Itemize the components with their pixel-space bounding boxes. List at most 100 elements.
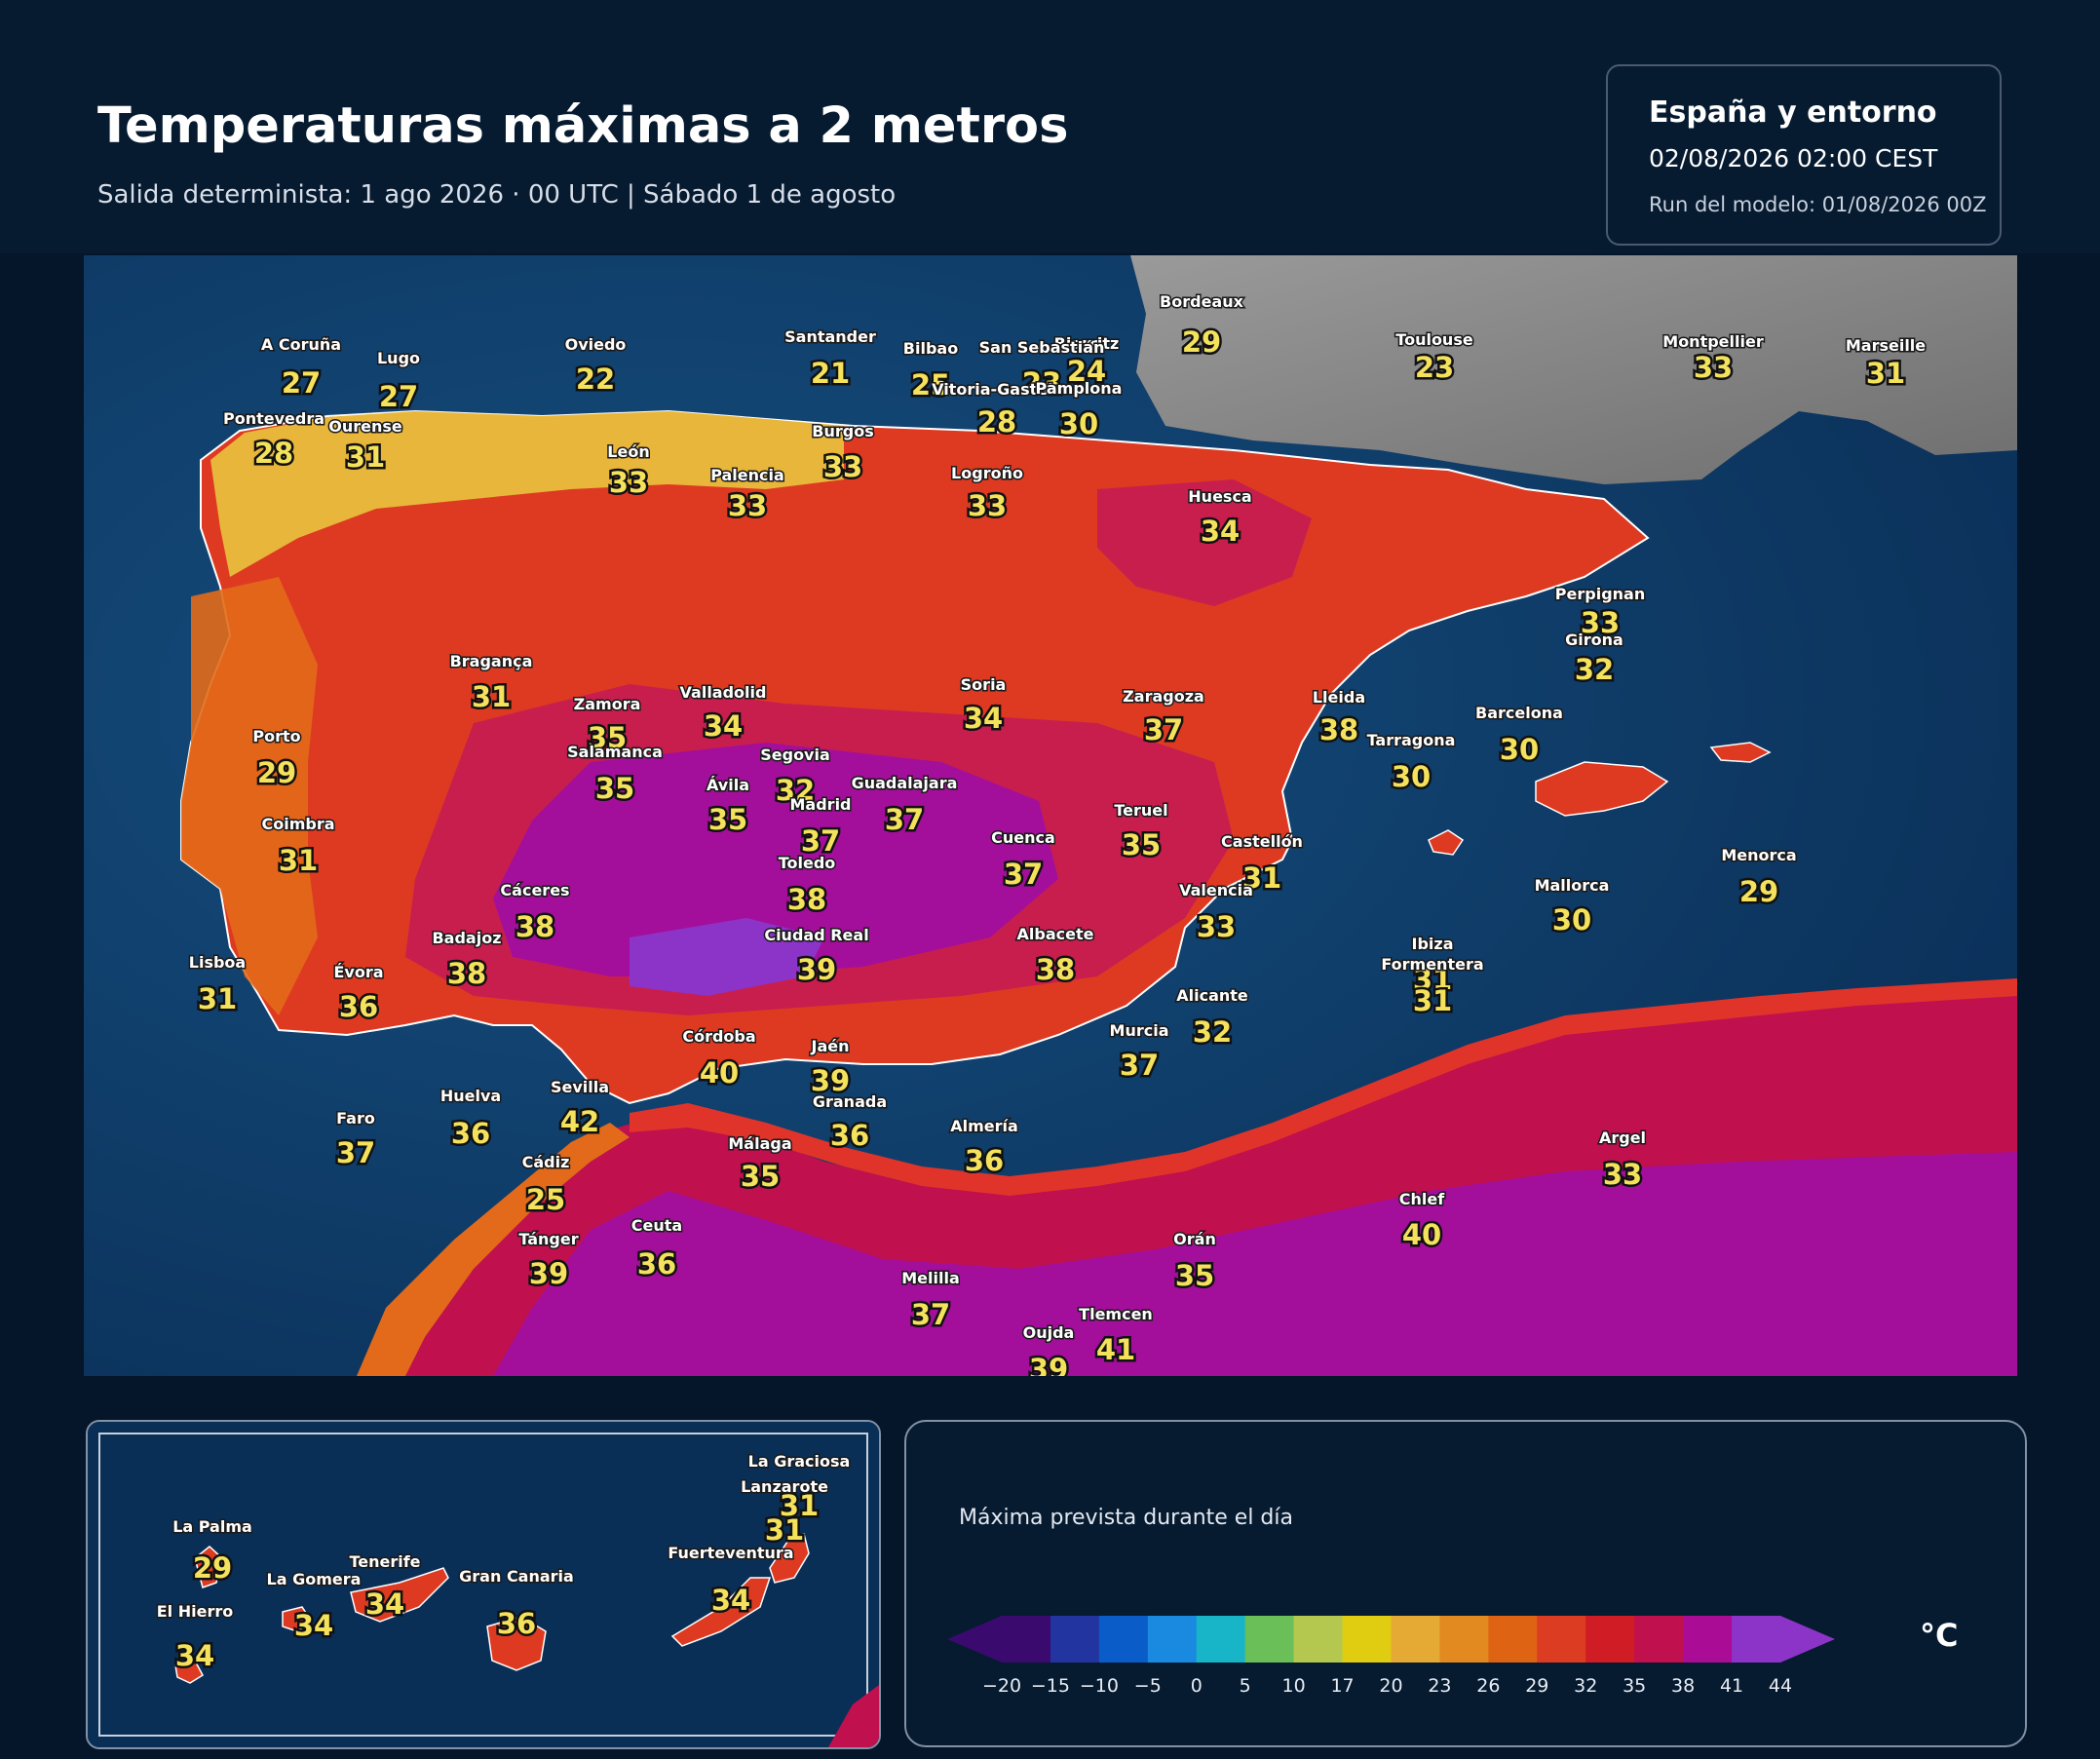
- island-la-gomera[interactable]: La Gomera 34: [265, 1569, 363, 1645]
- island-fuerteventura[interactable]: Fuerteventura 34: [667, 1543, 795, 1620]
- city-zaragoza[interactable]: Zaragoza 37: [1122, 686, 1206, 749]
- city-segovia[interactable]: Segovia 32: [759, 745, 832, 810]
- city-cadiz[interactable]: Cádiz 25: [520, 1152, 571, 1219]
- city-melilla[interactable]: Melilla 37: [900, 1268, 962, 1334]
- city-lleida[interactable]: Lleida 38: [1311, 687, 1366, 749]
- city-leon[interactable]: León 33: [606, 441, 651, 502]
- city-vitoria-gasteiz[interactable]: Vitoria-Gasteiz 28: [931, 379, 1064, 441]
- city-marseille[interactable]: Marseille 31: [1844, 335, 1927, 393]
- city-perpignan[interactable]: Perpignan 33: [1553, 584, 1646, 642]
- city-a-coruna[interactable]: A Coruña 27: [259, 334, 342, 402]
- city-tlemcen[interactable]: Tlemcen 41: [1078, 1304, 1155, 1369]
- island-name-label: La Graciosa: [748, 1452, 851, 1471]
- city-mallorca[interactable]: Mallorca 30: [1533, 875, 1611, 939]
- island-la-palma[interactable]: La Palma 29: [172, 1516, 254, 1587]
- africa-coast-band: [630, 978, 2017, 1196]
- city-argel[interactable]: Argel 33: [1597, 1128, 1647, 1194]
- city-santander[interactable]: Santander 21: [783, 326, 878, 393]
- city-ciudad-real[interactable]: Ciudad Real 39: [763, 925, 870, 989]
- city-cuenca[interactable]: Cuenca 37: [990, 827, 1057, 894]
- city-salamanca[interactable]: Salamanca 35: [566, 742, 665, 808]
- city-oviedo[interactable]: Oviedo 22: [563, 334, 628, 399]
- city-oujda[interactable]: Oujda 39: [1021, 1322, 1076, 1377]
- city-malaga[interactable]: Málaga 35: [727, 1133, 793, 1196]
- city-faro[interactable]: Faro 37: [333, 1108, 377, 1172]
- city-name-label: Pamplona: [1036, 379, 1123, 398]
- city-ceuta[interactable]: Ceuta 36: [630, 1215, 683, 1283]
- island-name-label: Fuerteventura: [668, 1544, 793, 1562]
- city-castellon[interactable]: Castellón 31: [1220, 831, 1305, 898]
- city-name-label: Huelva: [440, 1087, 501, 1105]
- city-guadalajara[interactable]: Guadalajara 37: [850, 773, 959, 839]
- city-braganca[interactable]: Bragança 31: [448, 651, 534, 716]
- city-logrono[interactable]: Logroño 33: [950, 463, 1025, 525]
- city-name-label: Tlemcen: [1079, 1305, 1153, 1323]
- canarias-inset[interactable]: La Graciosa 31 Lanzarote 31 La Palma 29 Fuerte…: [86, 1420, 881, 1749]
- island-la-graciosa[interactable]: La Graciosa 31: [746, 1451, 852, 1525]
- city-alicante[interactable]: Alicante 32: [1175, 985, 1250, 1052]
- city-granada[interactable]: Granada 36: [811, 1091, 888, 1155]
- city-temp-value: 42: [560, 1105, 599, 1138]
- city-zamora[interactable]: Zamora 35: [572, 694, 642, 757]
- island-gran-canaria[interactable]: Gran Canaria 36: [458, 1566, 576, 1643]
- city-girona[interactable]: Girona 32: [1564, 630, 1625, 689]
- city-palencia[interactable]: Palencia 33: [709, 465, 786, 525]
- city-lisboa[interactable]: Lisboa 31: [187, 952, 247, 1018]
- city-burgos[interactable]: Burgos 33: [811, 421, 875, 486]
- city-pamplona[interactable]: Pamplona 30: [1034, 378, 1124, 443]
- city-soria[interactable]: Soria 34: [959, 674, 1008, 738]
- city-coimbra[interactable]: Coimbra 31: [260, 814, 336, 880]
- city-caceres[interactable]: Cáceres 38: [499, 880, 571, 946]
- city-madrid[interactable]: Madrid 37: [788, 794, 853, 860]
- main-map[interactable]: Bordeaux 29 A Coruña 27 Lugo 27 Oviedo 22 Santan…: [84, 255, 2017, 1376]
- city-ourense[interactable]: Ourense 31: [327, 416, 404, 477]
- city-evora[interactable]: Évora 36: [332, 962, 385, 1026]
- city-name-label: Cáceres: [500, 881, 569, 899]
- city-toledo[interactable]: Toledo 38: [777, 853, 837, 919]
- city-bilbao[interactable]: Bilbao 25: [901, 338, 959, 404]
- city-ibiza[interactable]: Ibiza 31: [1410, 934, 1455, 999]
- island-el-hierro[interactable]: El Hierro 34: [155, 1601, 234, 1675]
- city-menorca[interactable]: Menorca 29: [1720, 845, 1798, 911]
- city-biarritz[interactable]: Biarritz 24: [1052, 333, 1121, 391]
- city-name-label: Pontevedra: [223, 409, 325, 428]
- city-huesca[interactable]: Huesca 34: [1187, 486, 1253, 551]
- city-albacete[interactable]: Albacete 38: [1015, 924, 1095, 989]
- city-almeria[interactable]: Almería 36: [949, 1116, 1020, 1180]
- city-toulouse[interactable]: Toulouse 23: [1394, 329, 1475, 387]
- city-porto[interactable]: Porto 29: [251, 726, 302, 792]
- city-tanger[interactable]: Tánger 39: [517, 1229, 580, 1293]
- city-name-label: Ibiza: [1412, 935, 1454, 953]
- city-jaen[interactable]: Jaén 39: [808, 1036, 852, 1100]
- city-name-label: Burgos: [812, 422, 873, 440]
- city-name-label: Alicante: [1176, 986, 1248, 1005]
- city-chlef[interactable]: Chlef 40: [1397, 1189, 1446, 1254]
- city-huelva[interactable]: Huelva 36: [439, 1086, 502, 1153]
- island-fuerteventura: [670, 1577, 772, 1647]
- city-valencia[interactable]: Valencia 33: [1178, 880, 1255, 946]
- city-bordeaux[interactable]: Bordeaux 29: [1159, 291, 1246, 362]
- island-gran-canaria: [486, 1616, 547, 1671]
- city-oran[interactable]: Orán 35: [1172, 1229, 1218, 1295]
- city-san-sebastian[interactable]: San Sebastián 23: [977, 337, 1106, 402]
- island-tenerife[interactable]: Tenerife 34: [348, 1551, 422, 1624]
- city-teruel[interactable]: Teruel 35: [1113, 800, 1169, 864]
- city-temp-value: 38: [447, 957, 486, 990]
- city-lugo[interactable]: Lugo 27: [375, 348, 421, 416]
- city-temp-value: 31: [1413, 984, 1452, 1017]
- city-cordoba[interactable]: Córdoba 40: [681, 1026, 757, 1092]
- city-badajoz[interactable]: Badajoz 38: [431, 928, 503, 993]
- city-valladolid[interactable]: Valladolid 34: [678, 682, 768, 746]
- city-name-label: Segovia: [760, 746, 830, 764]
- city-avila[interactable]: Ávila 35: [705, 775, 750, 839]
- city-murcia[interactable]: Murcia 37: [1108, 1020, 1170, 1085]
- city-sevilla[interactable]: Sevilla 42: [549, 1077, 610, 1141]
- city-barcelona[interactable]: Barcelona 30: [1474, 703, 1565, 769]
- city-tarragona[interactable]: Tarragona 30: [1365, 730, 1457, 796]
- city-name-label: Almería: [950, 1117, 1018, 1135]
- city-pontevedra[interactable]: Pontevedra 28: [221, 408, 325, 473]
